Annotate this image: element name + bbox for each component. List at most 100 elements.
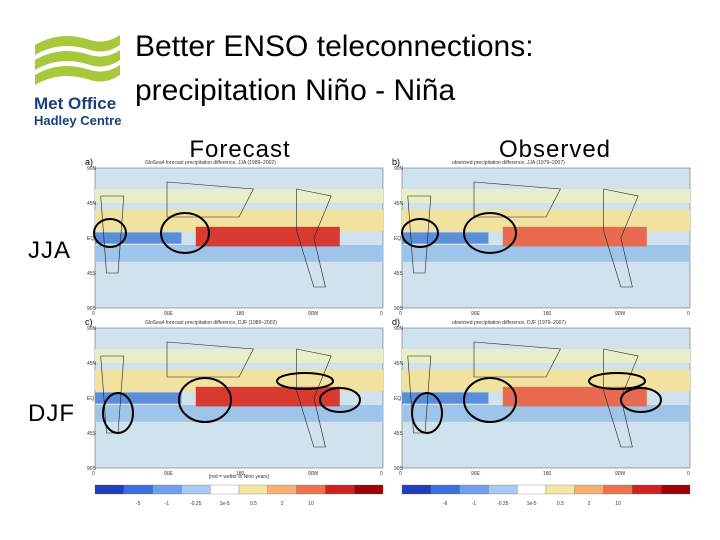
colorbar-cell	[325, 484, 355, 495]
continent	[100, 181, 332, 288]
map-y-label: EQ	[394, 396, 401, 402]
map-band	[402, 392, 489, 404]
colorbar-cell	[354, 484, 384, 495]
map-x-label: 0	[687, 311, 690, 317]
colorbar-cell	[661, 484, 691, 495]
map-y-label: EQ	[87, 236, 94, 242]
colorbar-cell	[181, 484, 211, 495]
highlight-circle	[463, 377, 517, 423]
map-band	[195, 226, 340, 247]
colorbar-cell	[210, 484, 240, 495]
map-band	[195, 386, 340, 407]
map-x-label: 0	[92, 311, 95, 317]
map-y-label: 90S	[394, 306, 404, 312]
colorbar-cell	[267, 484, 297, 495]
map-y-label: EQ	[87, 396, 94, 402]
map-y-label: 45N	[394, 361, 404, 367]
map-band	[95, 405, 383, 422]
colorbar-note: [red = wetter in Nino years]	[209, 474, 269, 480]
map-band	[502, 386, 647, 407]
map-x-label: 90E	[164, 471, 174, 477]
logo-subname: Hadley Centre	[34, 113, 121, 128]
map-x-label: 0	[380, 471, 383, 477]
title-line: Better ENSO teleconnections:	[135, 30, 534, 63]
map-band	[95, 392, 182, 404]
map-band	[402, 405, 690, 422]
colorbar-cell	[632, 484, 662, 495]
map-x-label: 90E	[471, 311, 481, 317]
colorbar-cell	[459, 484, 489, 495]
map-y-label: 90N	[394, 166, 404, 172]
map-x-label: 0	[399, 311, 402, 317]
map-band	[402, 189, 690, 203]
logo-name: Met Office	[34, 94, 116, 113]
colorbar-tick: 10	[615, 501, 621, 507]
highlight-circle	[178, 377, 232, 423]
map-band	[95, 189, 383, 203]
highlight-circle	[411, 392, 443, 434]
colorbar-cell	[430, 484, 460, 495]
map-y-label: 90S	[87, 306, 97, 312]
map-panel: c) GloSea4 forecast precipitation differe…	[85, 317, 384, 477]
map-x-label: 180	[543, 471, 552, 477]
map-x-label: 0	[92, 471, 95, 477]
highlight-circle	[102, 392, 134, 434]
map-panel: a) GloSea4 forecast precipitation differe…	[85, 157, 384, 317]
colorbar-tick: 1e-5	[527, 501, 537, 507]
colorbar-tick: -5	[136, 501, 141, 507]
colorbar-cell	[238, 484, 268, 495]
map-y-label: 45S	[87, 271, 97, 277]
map-y-label: 45S	[87, 431, 97, 437]
map-band	[95, 349, 383, 363]
map-x-label: 90W	[308, 311, 319, 317]
highlight-circle	[588, 372, 646, 390]
map-band	[502, 226, 647, 247]
column-heading: Observed	[499, 136, 611, 163]
logo: Met Office Hadley Centre	[34, 35, 121, 128]
colorbar-cell	[603, 484, 633, 495]
highlight-circle	[401, 218, 439, 248]
map-x-label: 0	[687, 471, 690, 477]
colorbar: -5 -1 -0.25 1e-5 0.5 2 10 [red = wetter in Nino…	[94, 474, 384, 507]
panel-label: c)	[85, 317, 93, 327]
map-panel: d) observed precipitation difference, DJF…	[392, 317, 691, 477]
colorbar-cell	[296, 484, 326, 495]
colorbar: -6 -1 -0.25 1e-5 0.5 2 10	[401, 484, 691, 507]
map-band	[402, 349, 690, 363]
colorbar-tick: 2	[588, 501, 591, 507]
highlight-circle	[276, 372, 334, 390]
title-line: precipitation Niño - Niña	[135, 74, 455, 107]
map-x-label: 90W	[615, 471, 626, 477]
map-y-label: 45N	[87, 361, 97, 367]
colorbar-tick: 0.5	[557, 501, 564, 507]
colorbar-cell	[488, 484, 518, 495]
colorbar-tick: 1e-5	[220, 501, 230, 507]
map-band	[402, 232, 489, 244]
row-heading: DJF	[28, 400, 75, 427]
map-y-label: 45S	[394, 431, 404, 437]
highlight-circle	[463, 212, 517, 254]
colorbar-cell	[123, 484, 153, 495]
map-x-label: 90E	[471, 471, 481, 477]
highlight-circle	[319, 387, 361, 413]
map-x-label: 0	[399, 471, 402, 477]
highlight-circle	[160, 212, 210, 254]
row-heading: JJA	[28, 237, 71, 264]
map-y-label: 45S	[394, 271, 404, 277]
map-band	[95, 245, 383, 262]
colorbar-tick: -0.25	[190, 501, 202, 507]
panel-title: observed precipitation difference, JJA (…	[452, 160, 565, 166]
map-x-label: 180	[543, 311, 552, 317]
panel-title: GloSea4 forecast precipitation differenc…	[145, 160, 276, 166]
map-band	[402, 245, 690, 262]
map-x-label: 90W	[615, 311, 626, 317]
continent	[407, 181, 639, 288]
colorbar-cell	[152, 484, 182, 495]
panel-label: a)	[85, 157, 93, 167]
map-x-label: 180	[236, 311, 245, 317]
colorbar-cell	[545, 484, 575, 495]
column-heading: Forecast	[189, 136, 290, 163]
panel-title: GloSea4 forecast precipitation differenc…	[145, 320, 277, 326]
colorbar-cell	[517, 484, 547, 495]
